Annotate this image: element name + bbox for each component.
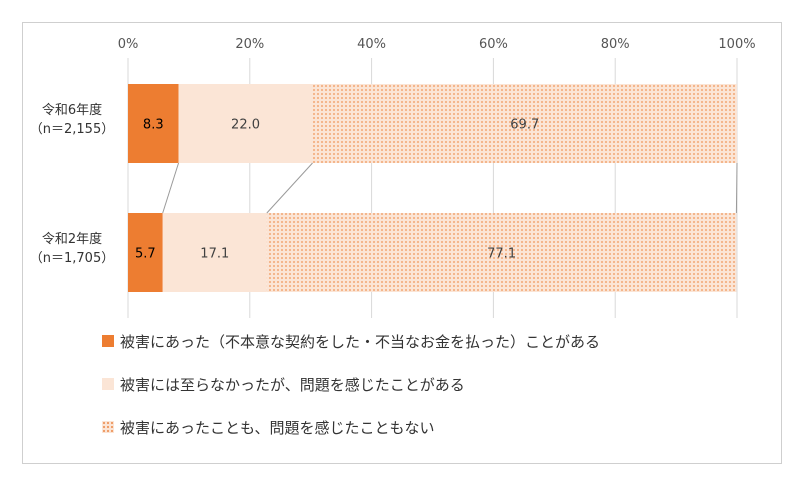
- data-label: 5.7: [135, 247, 156, 262]
- series-line: [266, 162, 313, 214]
- x-tick-label: 0%: [118, 37, 139, 52]
- data-label: 22.0: [231, 118, 260, 133]
- x-tick-label: 20%: [235, 37, 264, 52]
- category-label: （n＝1,705）: [30, 251, 114, 266]
- bar-segment: [178, 84, 313, 163]
- data-label: 17.1: [200, 247, 229, 262]
- category-label: 令和2年度: [42, 231, 102, 247]
- series-line: [735, 162, 738, 214]
- legend-item-damaged: 被害にあった（不本意な契約をした・不当なお金を払った）ことがある: [102, 330, 600, 352]
- x-tick-label: 80%: [601, 37, 630, 52]
- legend-item-none: 被害にあったことも、問題を感じたこともない: [102, 416, 600, 438]
- legend-label-damaged: 被害にあった（不本意な契約をした・不当なお金を払った）ことがある: [120, 332, 601, 351]
- data-label: 69.7: [510, 118, 539, 133]
- bar-segment: [128, 213, 163, 292]
- legend: 被害にあった（不本意な契約をした・不当なお金を払った）ことがある 被害には至らな…: [102, 330, 600, 459]
- bar-segment: [266, 213, 737, 292]
- legend-swatch-none: [102, 421, 114, 433]
- legend-item-problem: 被害には至らなかったが、問題を感じたことがある: [102, 373, 600, 395]
- data-label: 77.1: [487, 247, 516, 262]
- data-label: 8.3: [143, 118, 164, 133]
- category-label: 令和6年度: [42, 102, 102, 118]
- legend-swatch-problem: [102, 378, 114, 390]
- series-line: [162, 162, 180, 214]
- x-tick-label: 40%: [357, 37, 386, 52]
- bar-segment: [162, 213, 267, 292]
- legend-swatch-damaged: [102, 335, 114, 347]
- legend-label-none: 被害にあったことも、問題を感じたこともない: [120, 418, 435, 437]
- x-tick-label: 60%: [479, 37, 508, 52]
- bar-segment: [312, 84, 737, 163]
- legend-label-problem: 被害には至らなかったが、問題を感じたことがある: [120, 375, 465, 394]
- category-label: （n＝2,155）: [30, 122, 114, 137]
- x-tick-label: 100%: [718, 37, 755, 52]
- bar-segment: [128, 84, 179, 163]
